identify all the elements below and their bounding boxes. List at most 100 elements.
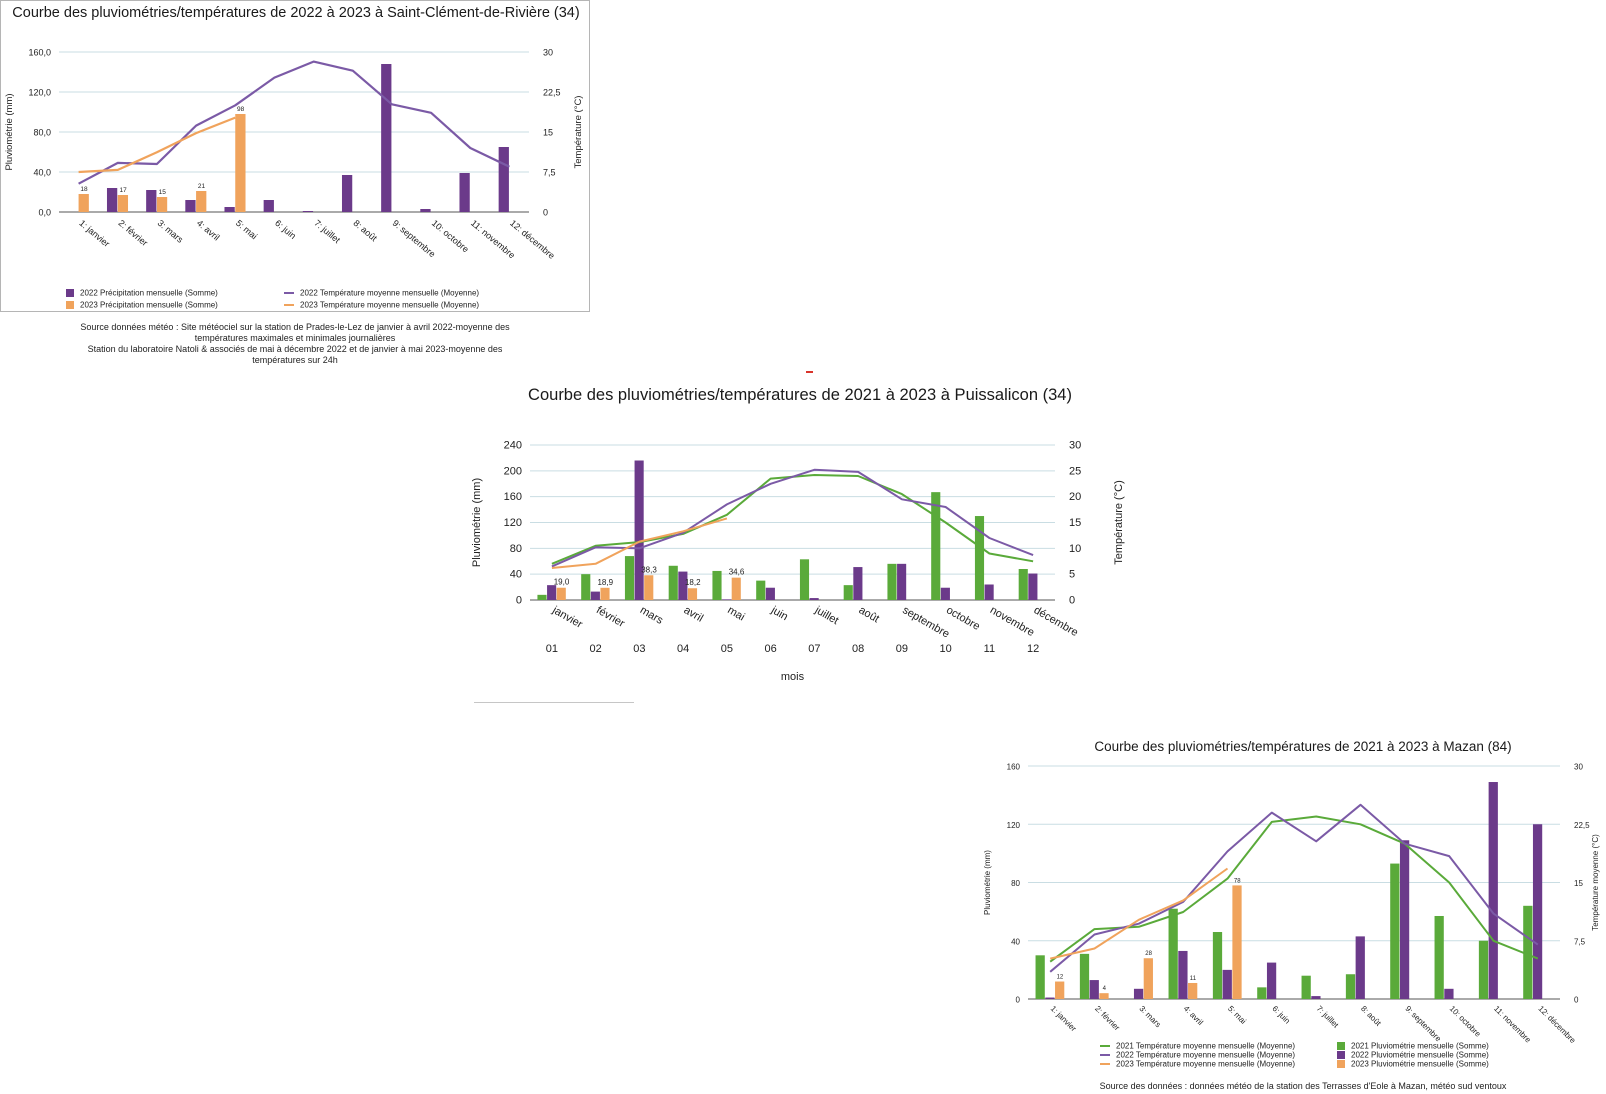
divider-line <box>474 702 634 703</box>
bar <box>1055 981 1065 999</box>
legend-line-marker <box>1100 1053 1110 1056</box>
bar <box>302 211 314 212</box>
bar <box>117 195 129 212</box>
series-line <box>551 468 1034 568</box>
y2-tick-label: 30 <box>543 48 553 58</box>
bar <box>235 114 246 212</box>
x-tick-label-number: 05 <box>721 643 733 655</box>
bar <box>1532 824 1543 999</box>
data-label: 34,6 <box>729 568 745 577</box>
y2-tick-label: 7,5 <box>543 168 556 178</box>
bar <box>78 194 89 212</box>
x-tick-label: 8: août <box>1359 1004 1383 1028</box>
x-tick-label: 12: décembre <box>1536 1004 1577 1045</box>
bar <box>1222 969 1232 999</box>
legend-item: 2022 Précipitation mensuelle (Somme) <box>66 288 218 297</box>
chart-panel-mazan: Courbe des pluviométries/températures de… <box>983 734 1606 1094</box>
caption-line: températures sur 24h <box>252 355 338 365</box>
legend-item: 2022 Pluviométrie mensuelle (Somme) <box>1337 1050 1489 1059</box>
x-tick-label: septembre <box>900 604 951 640</box>
bar <box>1028 573 1038 600</box>
y-tick-label: 40,0 <box>33 168 51 178</box>
legend-swatch <box>66 288 74 297</box>
bar <box>1018 569 1028 600</box>
bar <box>1311 996 1321 999</box>
bar <box>853 567 863 600</box>
bar <box>1390 863 1400 999</box>
legend-item: 2023 Température moyenne mensuelle (Moye… <box>284 300 479 309</box>
bar <box>1257 987 1267 999</box>
bar <box>196 191 207 212</box>
legend-label: 2023 Température moyenne mensuelle (Moye… <box>1116 1059 1296 1069</box>
x-tick-label-number: 07 <box>808 643 820 655</box>
bar <box>581 574 591 600</box>
data-label: 28 <box>1145 951 1152 957</box>
y2-axis-title: Température moyenne (°C) <box>1591 834 1600 931</box>
y2-tick-label: 20 <box>1069 491 1081 503</box>
chart-panel-puissalicon: Courbe des pluviométries/températures de… <box>470 372 1130 712</box>
x-tick-label: 1: janvier <box>77 218 111 249</box>
y-tick-label: 80,0 <box>33 128 51 138</box>
x-tick-label: 7: juillet <box>312 218 342 246</box>
bar <box>940 587 950 600</box>
bar <box>498 147 509 212</box>
x-tick-label: mai <box>725 604 746 623</box>
x-tick-label-number: 03 <box>633 643 645 655</box>
y-tick-label: 160 <box>504 491 522 503</box>
y-tick-label: 120 <box>1007 821 1021 830</box>
y2-tick-label: 0 <box>543 208 548 218</box>
legend-item: 2022 Température moyenne mensuelle (Moye… <box>284 288 479 297</box>
bar <box>799 559 810 600</box>
bar <box>984 584 994 600</box>
bar <box>974 516 985 600</box>
bar <box>644 575 654 600</box>
x-tick-label-number: 06 <box>765 643 777 655</box>
legend-label: 2023 Pluviométrie mensuelle (Somme) <box>1351 1059 1489 1069</box>
bar <box>556 587 566 600</box>
legend-label: 2022 Précipitation mensuelle (Somme) <box>80 288 218 298</box>
x-tick-label-number: 02 <box>590 643 602 655</box>
legend-label: 2023 Température moyenne mensuelle (Moye… <box>300 300 480 310</box>
x-tick-label-number: 09 <box>896 643 908 655</box>
bar <box>1079 953 1090 999</box>
x-tick-label: 9: septembre <box>1403 1004 1443 1044</box>
y2-tick-label: 15 <box>1574 879 1583 888</box>
chart-svg-mazan: 0 40 80 120 160 0 7,5 15 22,5 30 Pluviométrie (mm)… <box>983 763 1600 1046</box>
x-tick-label: mars <box>638 604 666 627</box>
bar <box>1188 982 1198 999</box>
chart-title: Courbe des pluviométries/températures de… <box>12 5 580 21</box>
x-tick-label: août <box>857 604 882 625</box>
y-tick-label: 160 <box>1007 763 1021 772</box>
bar <box>1168 908 1178 999</box>
x-tick-label: 3: mars <box>156 218 186 245</box>
bar <box>1178 950 1188 999</box>
bar <box>756 580 766 600</box>
bar <box>1045 997 1055 999</box>
bar <box>1399 840 1410 999</box>
x-tick-label-number: 10 <box>940 643 952 655</box>
bar <box>146 190 157 212</box>
bar <box>263 200 274 212</box>
series-line <box>1049 815 1539 963</box>
data-label: 19,0 <box>554 578 570 587</box>
data-label: 18,9 <box>597 578 613 587</box>
bar <box>1212 932 1223 999</box>
x-tick-label-number: 11 <box>984 643 995 655</box>
x-tick-label-number: 01 <box>546 643 558 655</box>
data-label: 18 <box>80 186 88 193</box>
legend-label: 2021 Température moyenne mensuelle (Moye… <box>1116 1041 1296 1051</box>
bar <box>537 594 547 600</box>
y2-tick-label: 22,5 <box>1574 821 1590 830</box>
y-axis-title: Pluviométrie (mm) <box>4 93 15 170</box>
data-label: 4 <box>1103 986 1107 992</box>
bar <box>1355 936 1365 999</box>
bar <box>590 591 600 600</box>
data-label: 11 <box>1190 976 1197 982</box>
y2-tick-label: 7,5 <box>1574 937 1586 946</box>
legend-swatch <box>1337 1050 1345 1059</box>
source-caption: Source données météo : Site météociel su… <box>60 322 530 366</box>
y2-tick-label: 25 <box>1069 465 1081 477</box>
chart-svg-puissalicon: 04080120160200240051015202530Pluviométri… <box>471 440 1125 684</box>
series-line <box>78 116 236 174</box>
x-tick-label-number: 04 <box>677 643 689 655</box>
